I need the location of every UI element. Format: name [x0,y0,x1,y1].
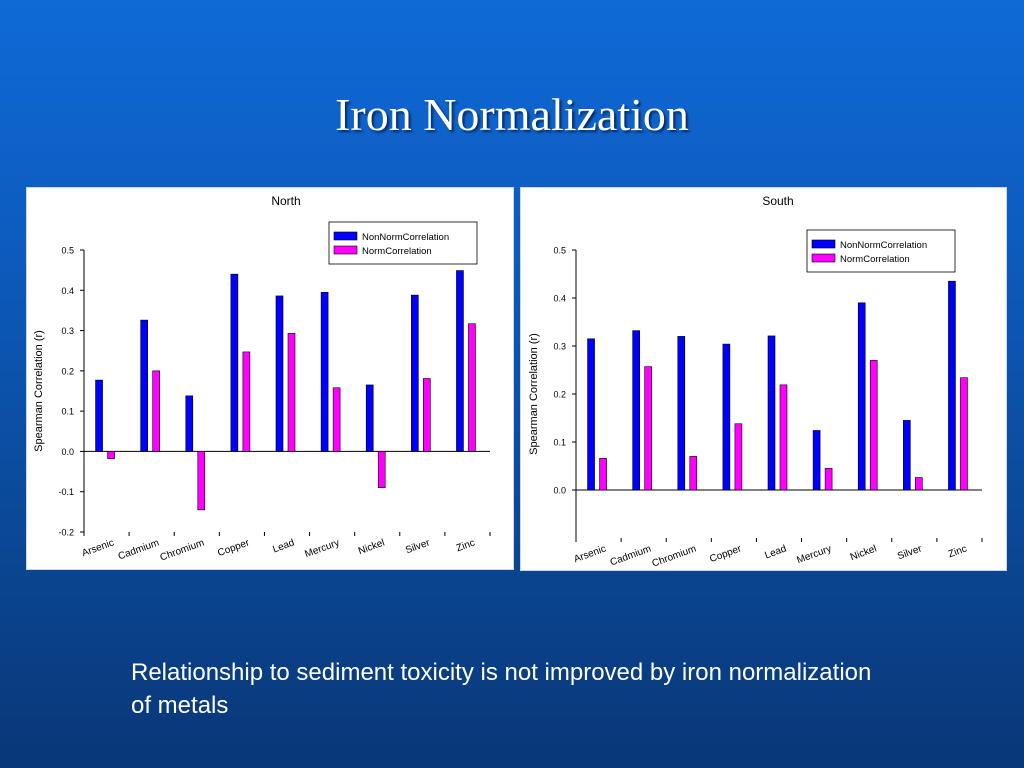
north-x-tick-label: Zinc [455,537,477,554]
north-bar-nonnorm-nickel [365,384,374,452]
north-chart-panel: North Spearman Correlation (r) -0.2 -0.1 0.0… [26,187,514,570]
north-x-tick-label: Copper [216,537,251,559]
south-bar-nonnorm-arsenic [587,338,595,491]
south-y-tick-label: 0.1 [553,438,566,448]
north-bar-norm-arsenic [107,451,115,459]
south-x-tick-label: Zinc [947,543,969,560]
north-y-tick-label: 0.1 [61,407,74,417]
south-x-tick-label: Silver [896,543,924,562]
south-bar-norm-chromium [689,456,698,491]
south-bar-nonnorm-lead [767,335,776,491]
north-x-tick-label: Mercury [303,537,341,560]
south-legend-label: NormCorrelation [840,254,910,265]
north-y-tick-label: 0.4 [61,286,74,296]
south-bar-norm-lead [779,384,788,491]
north-chart-title: North [271,194,300,208]
south-bar-nonnorm-zinc [948,280,956,491]
south-x-tick-label: Copper [708,543,743,565]
north-x-tick-label: Cadmium [117,537,161,562]
south-y-tick-label: 0.2 [553,390,566,400]
north-bar-norm-copper [242,351,251,452]
north-bar-nonnorm-arsenic [95,379,103,452]
south-bar-norm-zinc [960,377,968,491]
south-legend-swatch [811,239,836,249]
south-bar-nonnorm-nickel [857,302,866,491]
north-y-tick-label: 0.3 [61,326,74,336]
north-y-tick-label: 0.2 [61,366,74,376]
north-legend-swatch [333,245,358,255]
north-x-tick-label: Chromium [159,537,206,563]
north-y-tick-label: -0.1 [58,487,74,497]
south-bar-norm-cadmium [644,366,652,491]
south-y-tick-label: 0.3 [553,342,566,352]
south-x-tick-label: Arsenic [572,543,607,565]
north-x-tick-label: Silver [404,537,432,556]
north-y-tick-label: 0.0 [61,447,74,457]
south-bar-norm-nickel [869,360,878,491]
slide-title: Iron Normalization [335,89,689,140]
north-bar-nonnorm-cadmium [140,319,148,452]
south-y-tick-label: 0.5 [553,246,566,256]
south-chart-panel: South Spearman Correlation (r) 0.0 0.1 0.2 0.… [520,187,1007,571]
south-y-axis-label: Spearman Correlation (r) [528,333,540,455]
north-x-tick-label: Lead [271,537,296,555]
south-legend [806,229,956,273]
north-bar-norm-nickel [377,451,386,488]
south-x-tick-label: Cadmium [609,543,653,568]
north-legend-swatch [333,231,358,241]
north-bar-norm-chromium [197,451,206,511]
north-chart: North Spearman Correlation (r) -0.2 -0.1 0.0… [33,194,491,564]
south-x-tick-label: Chromium [651,543,698,569]
south-x-tick-label: Mercury [795,543,833,566]
south-chart-title: South [762,194,793,208]
south-bar-nonnorm-mercury [812,430,821,491]
north-bar-norm-silver [423,378,431,452]
north-bar-nonnorm-copper [230,273,239,452]
south-y-tick-label: 0.4 [553,294,566,304]
south-bar-nonnorm-silver [903,420,911,491]
north-x-tick-label: Arsenic [80,537,115,559]
north-bar-nonnorm-chromium [185,395,194,452]
south-bar-norm-mercury [824,468,833,491]
north-legend [328,221,478,265]
south-bar-nonnorm-cadmium [632,330,640,491]
slide-caption: Relationship to sediment toxicity is not… [131,659,872,719]
north-legend-label: NormCorrelation [362,246,432,257]
north-bar-norm-mercury [332,387,341,452]
south-x-tick-label: Nickel [849,543,878,563]
south-legend-label: NonNormCorrelation [840,240,927,251]
north-y-tick-label: 0.5 [61,246,74,256]
north-y-tick-label: -0.2 [58,528,74,538]
north-bar-norm-zinc [468,323,476,452]
north-bar-nonnorm-mercury [320,292,329,452]
south-bar-norm-copper [734,423,743,491]
south-y-tick-label: 0.0 [553,486,566,496]
north-bar-nonnorm-lead [275,295,284,452]
south-bar-nonnorm-copper [722,343,731,491]
north-legend-label: NonNormCorrelation [362,232,449,243]
north-bar-norm-cadmium [152,370,160,452]
south-chart: South Spearman Correlation (r) 0.0 0.1 0.2 0.… [528,194,983,570]
north-bar-nonnorm-silver [411,294,419,452]
north-bar-norm-lead [287,333,296,452]
north-y-axis-label: Spearman Correlation (r) [33,330,45,452]
south-legend-swatch [811,253,836,263]
north-bar-nonnorm-zinc [456,270,464,452]
south-bar-norm-silver [915,477,923,491]
south-bar-norm-arsenic [599,458,607,491]
south-bar-nonnorm-chromium [677,336,686,491]
south-x-tick-label: Lead [763,543,788,561]
north-x-tick-label: Nickel [357,537,386,557]
